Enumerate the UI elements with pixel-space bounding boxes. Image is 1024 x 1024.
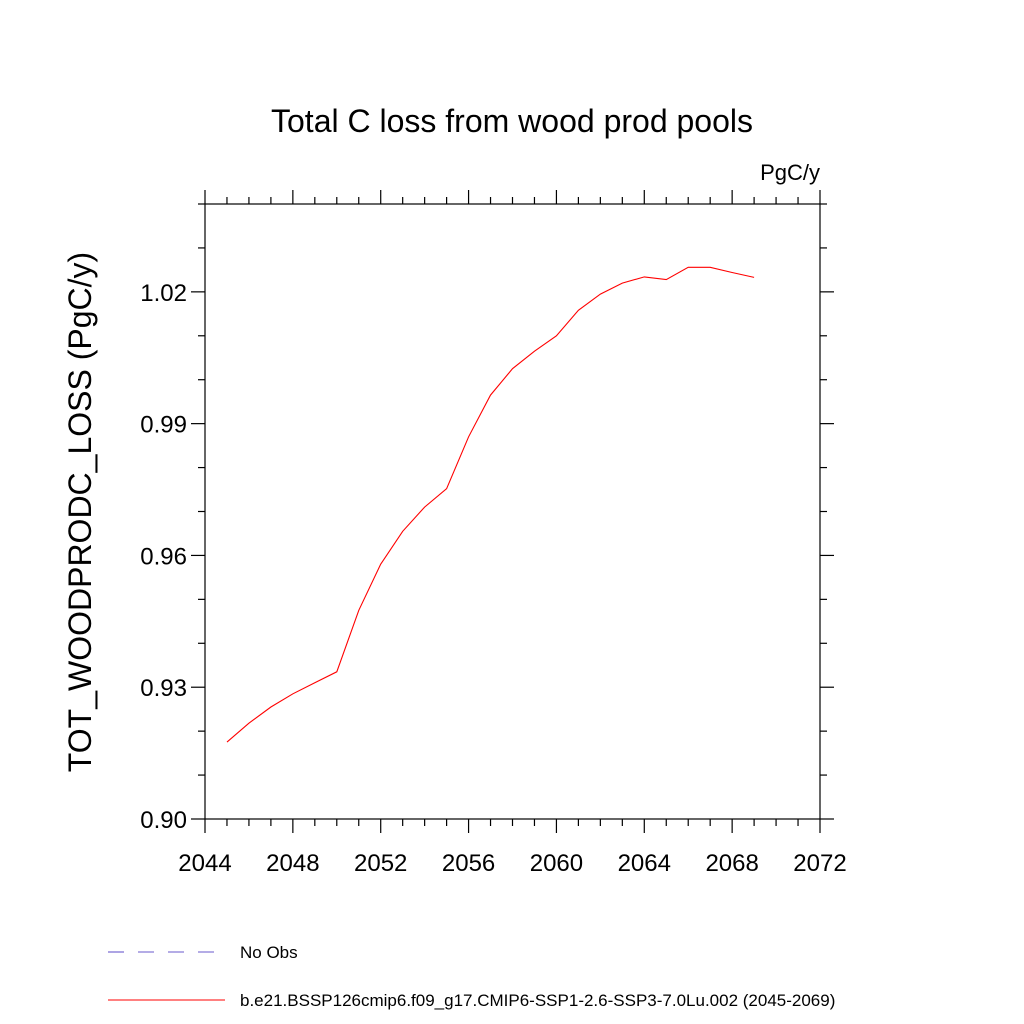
series-line bbox=[226, 266, 755, 743]
y-tick-label: 1.02 bbox=[140, 280, 187, 307]
x-tick-label: 2072 bbox=[793, 850, 846, 877]
x-tick-label: 2056 bbox=[442, 850, 495, 877]
x-tick-label: 2064 bbox=[618, 850, 671, 877]
y-tick-label: 0.99 bbox=[140, 412, 187, 439]
chart-title: Total C loss from wood prod pools bbox=[271, 103, 753, 139]
legend-label: b.e21.BSSP126cmip6.f09_g17.CMIP6-SSP1-2.… bbox=[240, 991, 835, 1010]
units-label: PgC/y bbox=[760, 160, 820, 185]
x-tick-label: 2044 bbox=[178, 850, 231, 877]
y-tick-label: 0.90 bbox=[140, 807, 187, 834]
x-tick-label: 2060 bbox=[530, 850, 583, 877]
legend-label: No Obs bbox=[240, 943, 298, 962]
y-axis-label: TOT_WOODPRODC_LOSS (PgC/y) bbox=[62, 252, 98, 772]
legend: No Obs b.e21.BSSP126cmip6.f09_g17.CMIP6-S… bbox=[108, 943, 835, 1010]
plot-frame bbox=[204, 203, 821, 820]
series-lines bbox=[226, 266, 755, 743]
x-tick-label: 2068 bbox=[705, 850, 758, 877]
x-tick-label: 2052 bbox=[354, 850, 407, 877]
x-tick-label: 2048 bbox=[266, 850, 319, 877]
axis-ticks: 2044 2048 2052 2056 2060 2064 2068 2072 0.90 0.93… bbox=[140, 190, 847, 877]
y-tick-label: 0.96 bbox=[140, 543, 187, 570]
y-tick-label: 0.93 bbox=[140, 675, 187, 702]
